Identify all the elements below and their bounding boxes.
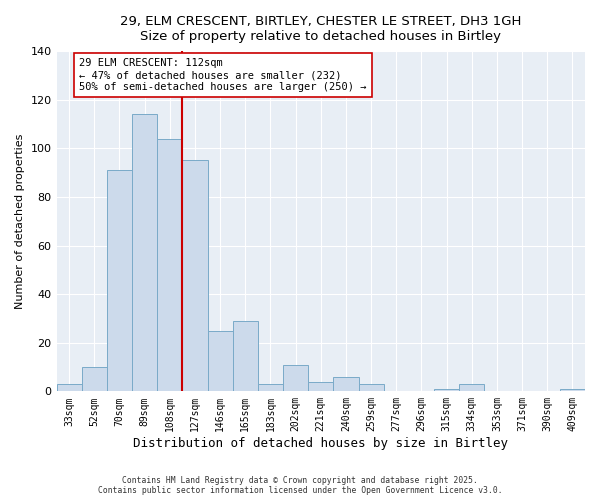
- Text: Contains HM Land Registry data © Crown copyright and database right 2025.
Contai: Contains HM Land Registry data © Crown c…: [98, 476, 502, 495]
- Title: 29, ELM CRESCENT, BIRTLEY, CHESTER LE STREET, DH3 1GH
Size of property relative : 29, ELM CRESCENT, BIRTLEY, CHESTER LE ST…: [120, 15, 521, 43]
- Bar: [258, 384, 283, 392]
- Bar: [459, 384, 484, 392]
- Bar: [132, 114, 157, 392]
- Bar: [334, 377, 359, 392]
- Bar: [283, 364, 308, 392]
- Bar: [560, 389, 585, 392]
- Bar: [157, 138, 182, 392]
- X-axis label: Distribution of detached houses by size in Birtley: Distribution of detached houses by size …: [133, 437, 508, 450]
- Y-axis label: Number of detached properties: Number of detached properties: [15, 134, 25, 309]
- Text: 29 ELM CRESCENT: 112sqm
← 47% of detached houses are smaller (232)
50% of semi-d: 29 ELM CRESCENT: 112sqm ← 47% of detache…: [79, 58, 367, 92]
- Bar: [208, 330, 233, 392]
- Bar: [182, 160, 208, 392]
- Bar: [107, 170, 132, 392]
- Bar: [359, 384, 383, 392]
- Bar: [82, 367, 107, 392]
- Bar: [308, 382, 334, 392]
- Bar: [56, 384, 82, 392]
- Bar: [233, 321, 258, 392]
- Bar: [434, 389, 459, 392]
